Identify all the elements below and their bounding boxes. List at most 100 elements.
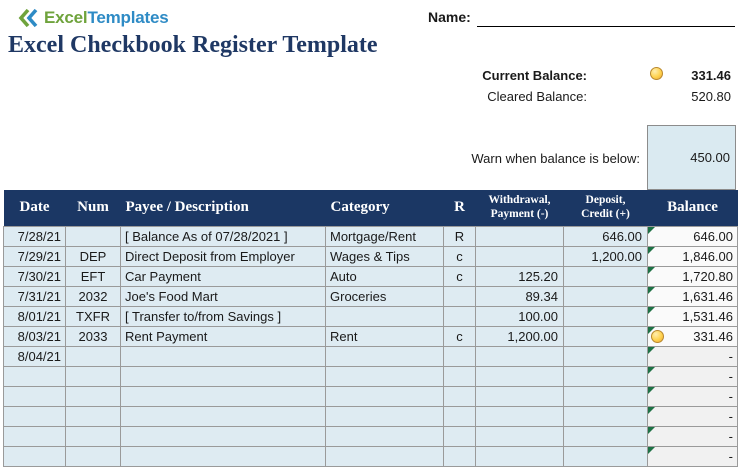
cell-r[interactable]: c [443,325,476,347]
cell-payee[interactable] [120,365,326,387]
cell-withdrawal[interactable]: 125.20 [475,265,564,287]
cell-date[interactable]: 8/03/21 [3,325,66,347]
cell-withdrawal[interactable]: 100.00 [475,305,564,327]
cell-category[interactable] [325,345,444,367]
cell-deposit[interactable] [563,305,648,327]
cell-r[interactable]: c [443,265,476,287]
cell-deposit[interactable]: 646.00 [563,225,648,247]
cell-r[interactable] [443,445,476,467]
cell-r[interactable] [443,365,476,387]
cell-date[interactable] [3,385,66,407]
cell-num[interactable] [65,405,121,427]
cell-payee[interactable]: [ Balance As of 07/28/2021 ] [120,225,326,247]
cell-num[interactable]: 2032 [65,285,121,307]
cell-num[interactable]: DEP [65,245,121,267]
cell-r[interactable] [443,345,476,367]
cell-date[interactable] [3,445,66,467]
cell-category[interactable] [325,445,444,467]
cell-deposit[interactable] [563,265,648,287]
cell-deposit[interactable] [563,285,648,307]
cell-num[interactable] [65,385,121,407]
cell-date[interactable] [3,425,66,447]
cell-num[interactable]: EFT [65,265,121,287]
cell-withdrawal[interactable] [475,225,564,247]
cell-deposit[interactable] [563,365,648,387]
cell-date[interactable] [3,405,66,427]
cell-r[interactable] [443,405,476,427]
cell-r[interactable] [443,425,476,447]
cell-balance[interactable]: - [647,345,738,367]
cell-payee[interactable] [120,345,326,367]
cell-balance[interactable]: 646.00 [647,225,738,247]
cell-withdrawal[interactable]: 1,200.00 [475,325,564,347]
cell-num[interactable] [65,365,121,387]
cell-category[interactable]: Auto [325,265,444,287]
cell-date[interactable]: 7/29/21 [3,245,66,267]
cell-deposit[interactable] [563,425,648,447]
cell-payee[interactable]: Joe's Food Mart [120,285,326,307]
cell-deposit[interactable] [563,345,648,367]
cell-date[interactable]: 7/30/21 [3,265,66,287]
cell-num[interactable] [65,345,121,367]
cell-balance[interactable]: 1,631.46 [647,285,738,307]
table-row: - [3,365,738,387]
cell-num[interactable]: 2033 [65,325,121,347]
cell-balance[interactable]: 1,720.80 [647,265,738,287]
cell-balance[interactable]: 1,531.46 [647,305,738,327]
cell-category[interactable] [325,425,444,447]
cell-balance[interactable]: 331.46 [647,325,738,347]
cell-deposit[interactable] [563,325,648,347]
formula-corner-marker [648,307,655,314]
cell-category[interactable]: Mortgage/Rent [325,225,444,247]
cell-payee[interactable] [120,405,326,427]
warn-threshold-cell[interactable]: 450.00 [647,125,736,190]
cell-payee[interactable]: Car Payment [120,265,326,287]
cell-category[interactable] [325,385,444,407]
cell-num[interactable] [65,445,121,467]
cell-date[interactable]: 7/31/21 [3,285,66,307]
cell-balance[interactable]: 1,846.00 [647,245,738,267]
cell-withdrawal[interactable] [475,345,564,367]
cell-payee[interactable]: Direct Deposit from Employer [120,245,326,267]
cell-date[interactable] [3,365,66,387]
cell-category[interactable]: Rent [325,325,444,347]
cell-payee[interactable] [120,425,326,447]
cell-r[interactable]: R [443,225,476,247]
cell-r[interactable]: c [443,245,476,267]
cell-payee[interactable]: Rent Payment [120,325,326,347]
cell-balance[interactable]: - [647,385,738,407]
cell-date[interactable]: 8/04/21 [3,345,66,367]
cell-date[interactable]: 7/28/21 [3,225,66,247]
cell-deposit[interactable] [563,445,648,467]
cell-withdrawal[interactable] [475,445,564,467]
cell-category[interactable] [325,305,444,327]
cell-category[interactable] [325,365,444,387]
cell-withdrawal[interactable] [475,425,564,447]
cell-deposit[interactable] [563,385,648,407]
cell-category[interactable] [325,405,444,427]
cell-r[interactable] [443,285,476,307]
cell-num[interactable] [65,225,121,247]
cell-payee[interactable] [120,385,326,407]
cell-balance[interactable]: - [647,445,738,467]
cell-deposit[interactable] [563,405,648,427]
cell-date[interactable]: 8/01/21 [3,305,66,327]
cell-category[interactable]: Wages & Tips [325,245,444,267]
cell-withdrawal[interactable] [475,365,564,387]
cell-balance[interactable]: - [647,405,738,427]
cell-balance[interactable]: - [647,365,738,387]
cell-r[interactable] [443,305,476,327]
cell-num[interactable]: TXFR [65,305,121,327]
cell-r[interactable] [443,385,476,407]
cell-num[interactable] [65,425,121,447]
cell-withdrawal[interactable] [475,385,564,407]
cell-withdrawal[interactable]: 89.34 [475,285,564,307]
cell-deposit[interactable]: 1,200.00 [563,245,648,267]
cell-payee[interactable]: [ Transfer to/from Savings ] [120,305,326,327]
cell-payee[interactable] [120,445,326,467]
name-input-line[interactable] [477,26,735,27]
cell-balance[interactable]: - [647,425,738,447]
cell-withdrawal[interactable] [475,405,564,427]
cell-withdrawal[interactable] [475,245,564,267]
cell-category[interactable]: Groceries [325,285,444,307]
